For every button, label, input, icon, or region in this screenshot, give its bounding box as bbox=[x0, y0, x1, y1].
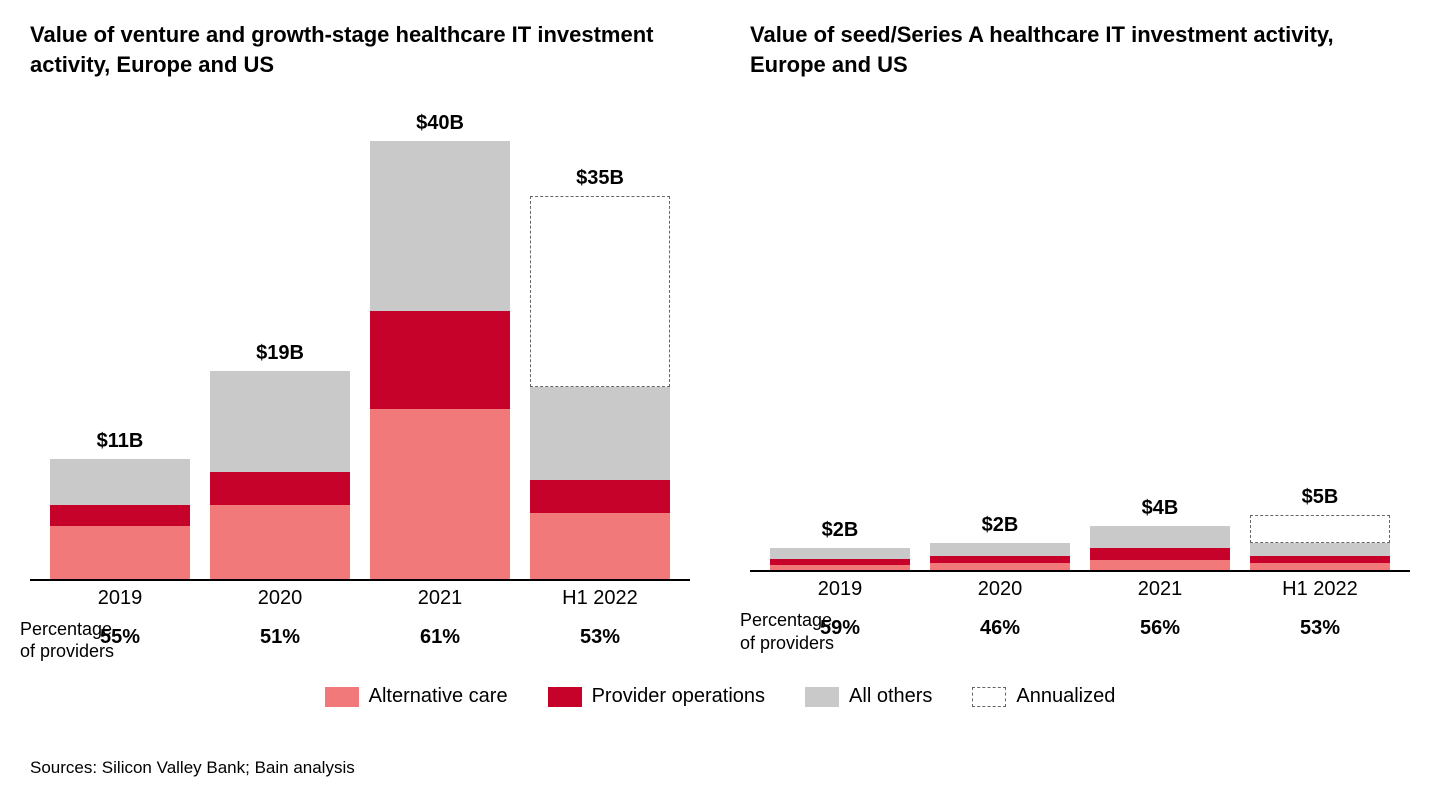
bar-slot: $40B bbox=[370, 112, 511, 579]
bar-total-label: $2B bbox=[982, 514, 1019, 537]
pct-label-right: Percentage of providers bbox=[740, 609, 850, 654]
bar-stack bbox=[530, 387, 671, 579]
segment-annualized bbox=[1250, 515, 1391, 542]
bar-stack bbox=[1090, 526, 1231, 570]
x-axis-label: H1 2022 bbox=[1250, 578, 1391, 601]
left-chart-panel: Value of venture and growth-stage health… bbox=[30, 20, 690, 640]
segment-alternative-care bbox=[770, 565, 911, 570]
legend-label: Provider operations bbox=[592, 685, 765, 708]
segment-alternative-care bbox=[210, 505, 351, 579]
legend: Alternative care Provider operations All o… bbox=[30, 685, 1410, 708]
legend-swatch bbox=[325, 687, 359, 707]
x-axis-label: 2020 bbox=[930, 578, 1071, 601]
bar-total-label: $5B bbox=[1302, 486, 1339, 509]
segment-all-others bbox=[530, 387, 671, 480]
right-chart-panel: Value of seed/Series A healthcare IT inv… bbox=[750, 20, 1410, 640]
legend-swatch bbox=[548, 687, 582, 707]
segment-all-others bbox=[770, 548, 911, 559]
segment-provider-operations bbox=[930, 556, 1071, 564]
left-bars-container: $11B $19B $40B $35B bbox=[30, 112, 690, 581]
legend-item: All others bbox=[805, 685, 932, 708]
legend-label: Annualized bbox=[1016, 685, 1115, 708]
right-pct-values: 59%46%56%53% bbox=[760, 617, 1400, 640]
segment-provider-operations bbox=[50, 505, 191, 527]
segment-alternative-care bbox=[530, 513, 671, 579]
left-chart-area: $11B$19B$40B$35B 201920202021H1 2022 Per… bbox=[30, 112, 690, 649]
bar-slot: $19B bbox=[210, 112, 351, 579]
left-pct-values: 55%51%61%53% bbox=[40, 626, 680, 649]
bar-stack bbox=[1250, 543, 1391, 570]
x-axis-label: H1 2022 bbox=[530, 587, 671, 610]
legend-item: Alternative care bbox=[325, 685, 508, 708]
segment-all-others bbox=[370, 141, 511, 311]
bar-slot: $2B bbox=[770, 112, 911, 570]
bar-total-label: $4B bbox=[1142, 497, 1179, 520]
bar-slot: $11B bbox=[50, 112, 191, 579]
x-axis-label: 2021 bbox=[370, 587, 511, 610]
pct-value: 46% bbox=[930, 617, 1071, 640]
right-x-labels: 2019 2020 2021 H1 2022 bbox=[750, 572, 1410, 601]
bar-slot: $5B bbox=[1250, 112, 1391, 570]
sources-text: Sources: Silicon Valley Bank; Bain analy… bbox=[30, 758, 1410, 778]
segment-alternative-care bbox=[1250, 563, 1391, 570]
pct-value: 51% bbox=[210, 626, 351, 649]
left-pct-row: Percentage of providers 55%51%61%53% bbox=[30, 620, 690, 649]
bar-stack bbox=[370, 141, 511, 579]
bar-slot: $4B bbox=[1090, 112, 1231, 570]
bar-stack bbox=[770, 548, 911, 570]
bar-total-label: $11B bbox=[97, 430, 144, 453]
segment-all-others bbox=[1090, 526, 1231, 548]
right-pct-row: Percentage of providers 59%46%56%53% bbox=[750, 611, 1410, 640]
legend-item: Provider operations bbox=[548, 685, 765, 708]
segment-all-others bbox=[930, 543, 1071, 556]
bar-total-label: $40B bbox=[416, 112, 464, 135]
x-axis-label: 2021 bbox=[1090, 578, 1231, 601]
segment-provider-operations bbox=[1090, 548, 1231, 560]
right-chart-title: Value of seed/Series A healthcare IT inv… bbox=[750, 20, 1410, 82]
x-axis-label: 2020 bbox=[210, 587, 351, 610]
segment-provider-operations bbox=[530, 480, 671, 513]
left-chart-title: Value of venture and growth-stage health… bbox=[30, 20, 690, 82]
bar-stack bbox=[930, 543, 1071, 570]
bar-stack bbox=[210, 371, 351, 579]
x-axis-label: 2019 bbox=[50, 587, 191, 610]
legend-swatch bbox=[805, 687, 839, 707]
segment-all-others bbox=[50, 459, 191, 505]
segment-annualized bbox=[530, 196, 671, 388]
bar-stack bbox=[50, 459, 191, 579]
legend-label: Alternative care bbox=[369, 685, 508, 708]
segment-provider-operations bbox=[370, 311, 511, 410]
segment-alternative-care bbox=[1090, 560, 1231, 570]
segment-provider-operations bbox=[210, 472, 351, 505]
bar-slot: $35B bbox=[530, 112, 671, 579]
segment-alternative-care bbox=[930, 563, 1071, 570]
pct-value: 53% bbox=[530, 626, 671, 649]
segment-all-others bbox=[210, 371, 351, 472]
pct-value: 56% bbox=[1090, 617, 1231, 640]
legend-swatch bbox=[972, 687, 1006, 707]
left-x-labels: 2019 2020 2021 H1 2022 bbox=[30, 581, 690, 610]
x-axis-label: 2019 bbox=[770, 578, 911, 601]
pct-value: 53% bbox=[1250, 617, 1391, 640]
legend-label: All others bbox=[849, 685, 932, 708]
legend-item: Annualized bbox=[972, 685, 1115, 708]
pct-value: 61% bbox=[370, 626, 511, 649]
segment-alternative-care bbox=[370, 409, 511, 579]
right-chart-area: $2B$2B$4B$5B 201920202021H1 2022 Percent… bbox=[750, 112, 1410, 640]
bar-slot: $2B bbox=[930, 112, 1071, 570]
segment-all-others bbox=[1250, 543, 1391, 556]
bar-total-label: $2B bbox=[822, 519, 859, 542]
pct-label-left: Percentage of providers bbox=[20, 618, 130, 663]
charts-row: Value of venture and growth-stage health… bbox=[30, 20, 1410, 640]
bar-total-label: $35B bbox=[576, 167, 624, 190]
bar-total-label: $19B bbox=[256, 342, 304, 365]
segment-alternative-care bbox=[50, 526, 191, 579]
right-bars-container: $2B $2B $4B $5B bbox=[750, 112, 1410, 572]
segment-provider-operations bbox=[1250, 556, 1391, 564]
